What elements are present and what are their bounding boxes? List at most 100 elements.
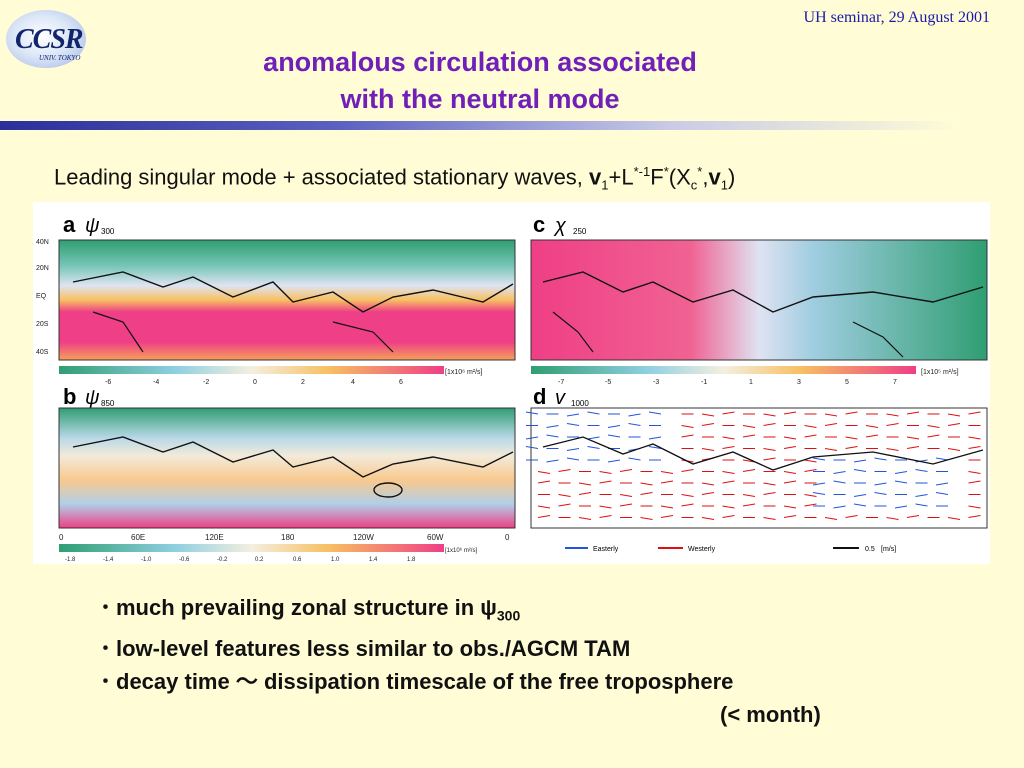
wind-vector	[947, 413, 961, 417]
wind-vector	[865, 434, 879, 438]
wind-vector	[812, 482, 826, 486]
title-line-1: anomalous circulation associated	[263, 47, 697, 77]
wind-vector	[566, 448, 580, 451]
wind-vector	[742, 494, 756, 497]
panel-b-tick: -0.2	[217, 557, 228, 563]
wind-vector	[783, 446, 797, 449]
subtitle-sub-2: 1	[720, 177, 728, 193]
wind-vector	[742, 425, 756, 428]
wind-vector	[701, 517, 715, 520]
wind-vector	[628, 457, 641, 461]
panel-b-colorbar	[59, 544, 444, 552]
wind-vector	[578, 492, 592, 495]
bullet-item: ･ low-level features less similar to obs.…	[100, 636, 631, 662]
wind-vector	[619, 494, 633, 497]
legend-easterly: Easterly	[593, 546, 619, 553]
bullet-list: ･ much prevailing zonal structure in ψ300…	[100, 591, 821, 731]
wind-vector	[853, 469, 867, 472]
panel-c-tick: -7	[558, 379, 564, 386]
subtitle-sub-c: c	[690, 177, 698, 193]
wind-vector	[824, 413, 838, 417]
logo-subtext: UNIV. TOKYO	[39, 54, 81, 62]
wind-vector	[628, 413, 641, 417]
wind-vector	[906, 436, 920, 440]
panel-c-colorbar-ticks: -7 -5 -3 -1 1 3 5 7 [1x10⁵ m²/s]	[558, 369, 959, 386]
lat-labels: 40N 20N EQ 20S 40S	[36, 239, 49, 356]
reference-value: 0.5	[865, 546, 875, 553]
lat-label: 20N	[36, 265, 49, 272]
wind-vector	[681, 503, 694, 507]
panel-c-level: 250	[573, 227, 587, 236]
wind-vector	[701, 492, 715, 495]
wind-vector	[804, 469, 817, 472]
wind-vector	[906, 515, 920, 518]
figure-svg: a ψ 300 -6 -4 -2 0 2 4 6 [1x10⁶ m²/s] c …	[36, 212, 988, 563]
wind-vector	[619, 469, 633, 472]
bullet-text: much prevailing zonal structure in	[116, 595, 481, 620]
lon-label: 60W	[427, 533, 444, 542]
wind-vector	[537, 471, 551, 474]
wind-vector	[599, 505, 612, 509]
logo-emblem	[6, 10, 86, 68]
subtitle-sup: *-1	[633, 164, 651, 179]
wind-vector	[833, 505, 846, 509]
wind-vector	[824, 448, 838, 451]
wind-vector	[915, 459, 928, 463]
wind-vector	[886, 448, 899, 451]
wind-vector	[874, 482, 887, 486]
panel-b-tick: 0.6	[293, 557, 302, 563]
wind-vector	[525, 411, 539, 415]
wind-vector	[886, 413, 899, 417]
wind-vector	[701, 482, 715, 486]
wind-vector	[804, 434, 817, 438]
panel-c-tick: 7	[893, 379, 897, 386]
wind-vector	[968, 471, 981, 474]
lon-label: 180	[281, 533, 295, 542]
bullet-item: ･ much prevailing zonal structure in ψ300	[100, 595, 521, 624]
wind-vector	[607, 425, 621, 428]
lat-label: 40S	[36, 349, 49, 356]
wind-vector	[566, 423, 580, 426]
panel-c-tick: -5	[605, 379, 611, 386]
panel-b-tick: -1.8	[65, 557, 76, 563]
wind-vector	[845, 446, 858, 449]
subtitle-close: )	[727, 164, 736, 190]
wind-vector	[640, 492, 653, 495]
panel-b-level: 850	[101, 399, 115, 408]
panel-b-colorbar-ticks: -1.8 -1.4 -1.0 -0.6 -0.2 0.2 0.6 1.0 1.4…	[65, 547, 477, 563]
subtitle-plus-l: +L	[608, 164, 634, 190]
bullet-text: decay time ～ dissipation timescale of th…	[116, 669, 734, 695]
wind-vector	[935, 492, 949, 495]
wind-vector	[558, 503, 571, 507]
wind-vector	[660, 471, 674, 474]
panel-a-map	[58, 239, 516, 361]
panel-a-tick: 6	[399, 379, 403, 386]
wind-vector	[648, 436, 662, 440]
wind-vector	[722, 515, 735, 518]
wind-vector	[783, 480, 797, 484]
wind-vector	[566, 413, 580, 417]
panel-b-symbol: ψ	[85, 387, 100, 409]
wind-vector	[865, 425, 879, 428]
panel-a-colorbar	[59, 366, 444, 374]
wind-vector	[587, 436, 600, 440]
panel-b-tick: 1.8	[407, 557, 416, 563]
panel-d-map	[530, 407, 988, 529]
wind-vector	[783, 436, 797, 440]
title-divider	[0, 121, 960, 130]
panel-a-tick: 0	[253, 379, 257, 386]
ccsr-logo: CCSR UNIV. TOKYO	[6, 10, 90, 72]
panel-a-tick: -2	[203, 379, 209, 386]
panel-b-tick: 0.2	[255, 557, 264, 563]
wind-vector	[537, 515, 551, 518]
wind-vector	[558, 469, 571, 472]
subtitle-x: (X	[668, 164, 691, 190]
wind-vector	[701, 423, 715, 426]
panel-b-tick: -1.0	[141, 557, 152, 563]
wind-vector	[894, 505, 908, 509]
panel-c-tick: 5	[845, 379, 849, 386]
wind-vector	[722, 505, 735, 509]
wind-vector	[681, 469, 694, 472]
panel-d-wind-vectors	[525, 411, 981, 520]
subtitle-v2: v	[708, 164, 721, 190]
